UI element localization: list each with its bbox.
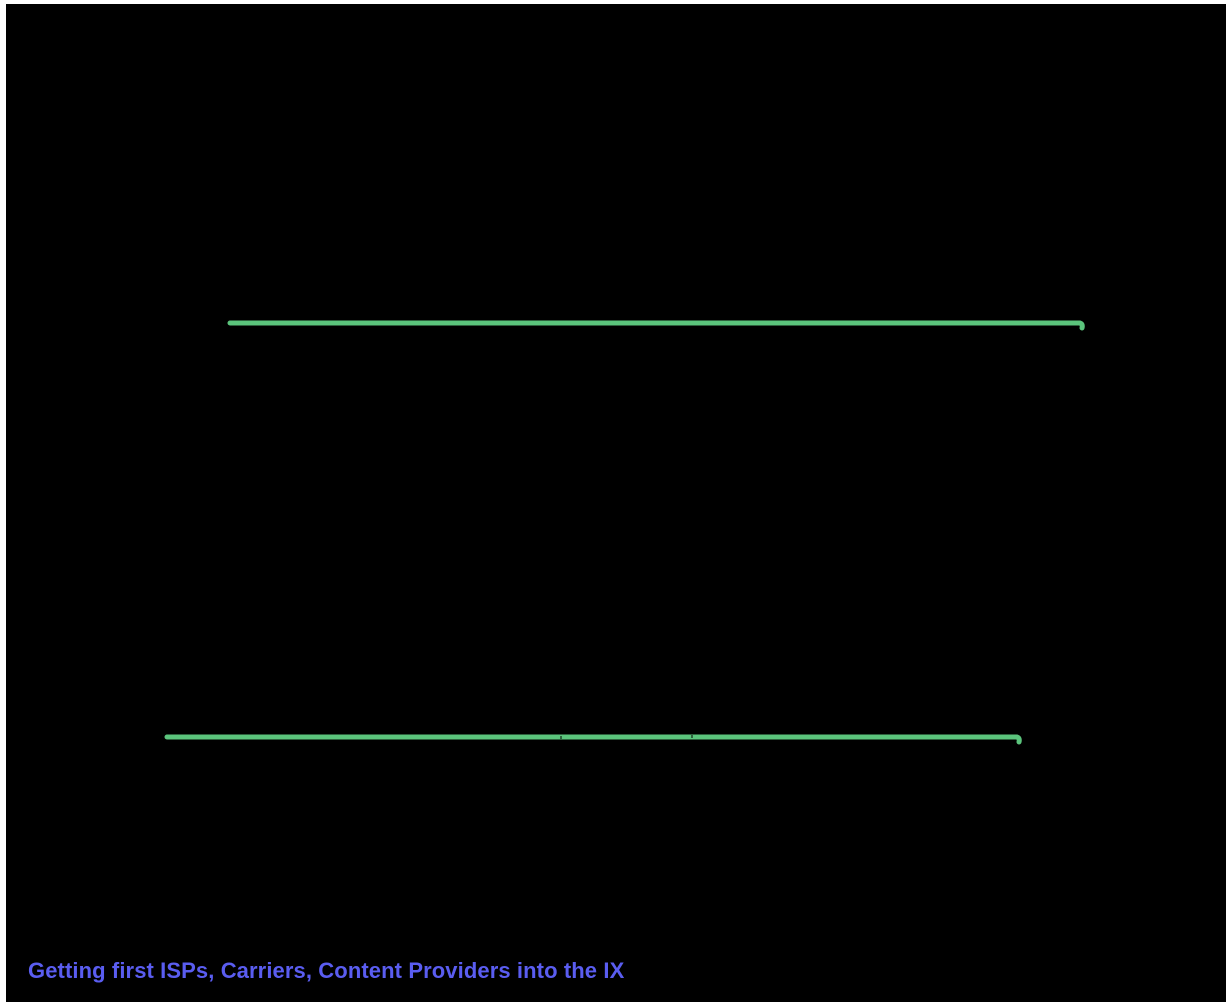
drawing-canvas <box>164 320 1085 745</box>
lower-green-line <box>164 734 1022 745</box>
upper-green-line <box>227 320 1085 331</box>
slide: Getting first ISPs, Carriers, Content Pr… <box>6 4 1226 1002</box>
slide-caption: Getting first ISPs, Carriers, Content Pr… <box>28 958 625 983</box>
